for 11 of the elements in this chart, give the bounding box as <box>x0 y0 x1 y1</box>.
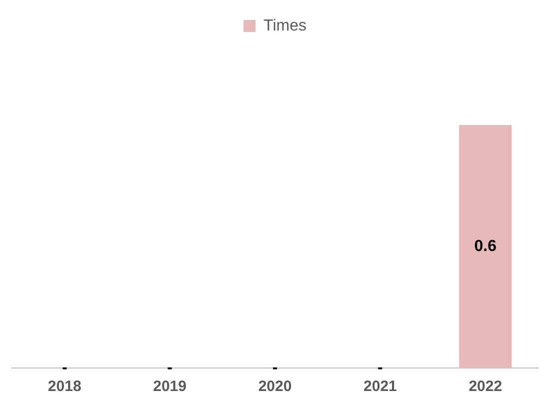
x-tick-label: 2019 <box>153 378 186 396</box>
data-label: - <box>62 359 68 376</box>
x-tick-label: 2018 <box>48 378 82 396</box>
x-tick-label: 2020 <box>258 378 292 396</box>
data-label: - <box>378 359 383 376</box>
x-tick-label: 2021 <box>364 378 397 396</box>
legend-label: Times <box>264 17 306 34</box>
data-label: 0.6 <box>474 238 497 255</box>
data-label: - <box>272 359 278 376</box>
x-tick-label: 2022 <box>468 378 502 396</box>
data-label: - <box>167 359 172 376</box>
